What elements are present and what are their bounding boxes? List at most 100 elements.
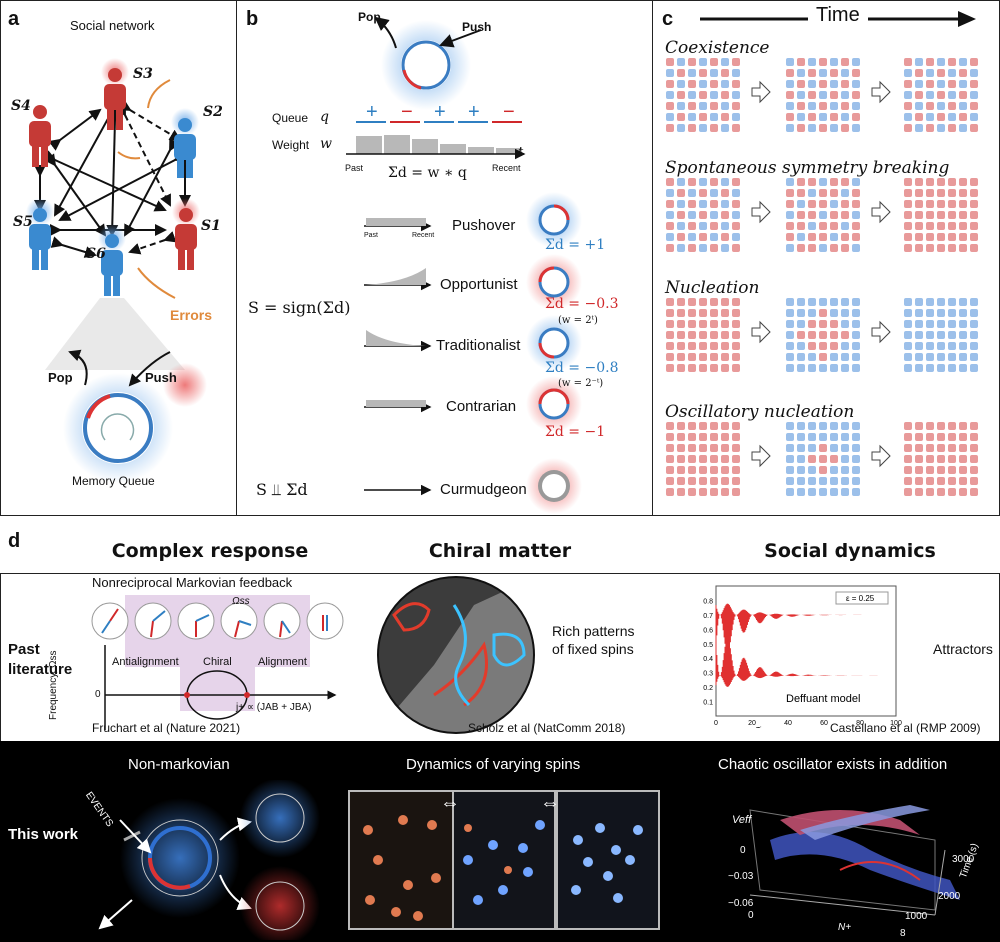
spin-cell	[732, 422, 740, 430]
spin-cell	[688, 233, 696, 241]
spin-cell	[830, 233, 838, 241]
spin-cell	[786, 309, 794, 317]
spin-cell	[915, 244, 923, 252]
spin-cell	[808, 211, 816, 219]
spin-cell	[677, 298, 685, 306]
spin-cell	[852, 422, 860, 430]
spin-cell	[710, 91, 718, 99]
time-tick-1: 2000	[938, 891, 960, 902]
spin-cell	[699, 102, 707, 110]
spin-cell	[937, 444, 945, 452]
spin-cell	[915, 91, 923, 99]
spin-cell	[970, 233, 978, 241]
spin-cell	[970, 298, 978, 306]
spin-cell	[666, 200, 674, 208]
spin-cell	[841, 342, 849, 350]
spin-cell	[948, 298, 956, 306]
spin-cell	[677, 466, 685, 474]
spin-cell	[721, 433, 729, 441]
spin-cell	[688, 477, 696, 485]
spin-cell	[915, 298, 923, 306]
spin-cell	[915, 200, 923, 208]
spin-cell	[666, 102, 674, 110]
spin-cell	[677, 189, 685, 197]
social-network-title: Social network	[70, 18, 155, 33]
spin-cell	[786, 102, 794, 110]
spin-cell	[830, 433, 838, 441]
spin-cell	[959, 222, 967, 230]
spin-cell	[797, 189, 805, 197]
spin-cell	[797, 364, 805, 372]
spin-cell	[819, 233, 827, 241]
spin-cell	[688, 102, 696, 110]
spin-cell	[830, 309, 838, 317]
spin-cell	[830, 342, 838, 350]
spin-cell	[819, 91, 827, 99]
queue-sign-3: +	[468, 101, 480, 124]
spin-cell	[915, 488, 923, 496]
spin-cell	[732, 211, 740, 219]
weight-label: Weight	[272, 138, 309, 152]
spin-cell	[904, 113, 912, 121]
spin-cell	[808, 309, 816, 317]
spin-cell	[915, 331, 923, 339]
chaotic-title: Chaotic oscillator exists in addition	[718, 756, 947, 773]
nonmarkovian-figure	[80, 780, 340, 940]
spin-cell	[948, 69, 956, 77]
spin-cell	[819, 189, 827, 197]
spin-cell	[937, 102, 945, 110]
spin-cell	[852, 233, 860, 241]
spin-cell	[666, 433, 674, 441]
spin-cell	[852, 298, 860, 306]
spin-cell	[841, 91, 849, 99]
spin-cell	[786, 477, 794, 485]
spin-cell	[797, 80, 805, 88]
spin-cell	[808, 477, 816, 485]
spin-cell	[732, 58, 740, 66]
spin-cell	[699, 466, 707, 474]
spin-cell	[959, 298, 967, 306]
spin-cell	[721, 298, 729, 306]
type-curmudgeon: Curmudgeon	[440, 481, 527, 498]
spin-cell	[904, 309, 912, 317]
spin-cell	[830, 455, 838, 463]
spin-cell	[926, 309, 934, 317]
spin-cell	[959, 124, 967, 132]
node-s4: S4	[11, 98, 31, 114]
spin-cell	[786, 91, 794, 99]
spin-cell	[710, 124, 718, 132]
spin-cell	[786, 244, 794, 252]
x-tick: 40	[784, 720, 792, 727]
spin-cell	[688, 433, 696, 441]
spin-cell	[732, 200, 740, 208]
varying-spins-title: Dynamics of varying spins	[406, 756, 580, 773]
spin-cell	[841, 364, 849, 372]
spin-cell	[915, 178, 923, 186]
spin-cell	[937, 91, 945, 99]
spin-cell	[948, 102, 956, 110]
transition-arrow-icon	[872, 322, 890, 342]
spin-cell	[959, 455, 967, 463]
spin-cell	[721, 444, 729, 452]
spin-cell	[786, 364, 794, 372]
spin-cell	[915, 189, 923, 197]
spin-cell	[819, 244, 827, 252]
spin-cell	[732, 244, 740, 252]
spin-cell	[841, 200, 849, 208]
spin-cell	[721, 466, 729, 474]
spin-cell	[830, 488, 838, 496]
spin-cell	[926, 342, 934, 350]
spin-cell	[710, 69, 718, 77]
spin-cell	[666, 309, 674, 317]
y-tick: 0.3	[703, 671, 713, 678]
spin-cell	[970, 331, 978, 339]
spin-cell	[926, 222, 934, 230]
spin-cell	[699, 80, 707, 88]
spin-cell	[959, 69, 967, 77]
spin-cell	[959, 102, 967, 110]
spin-cell	[852, 488, 860, 496]
header-complex-response: Complex response	[110, 540, 310, 562]
y-tick: 0.2	[703, 685, 713, 692]
spin-cell	[688, 342, 696, 350]
spin-cell	[904, 211, 912, 219]
